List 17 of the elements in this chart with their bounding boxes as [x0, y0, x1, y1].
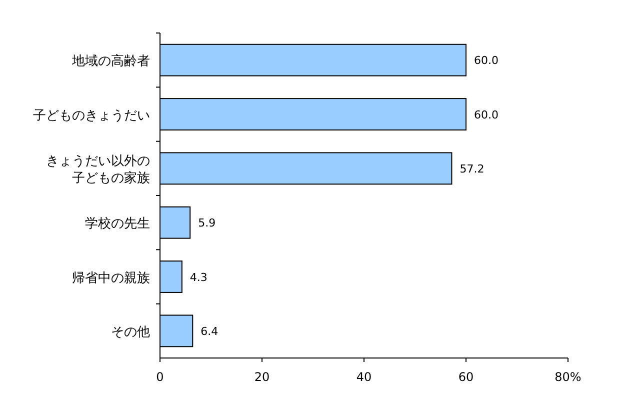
x-tick-label: 60	[458, 370, 474, 384]
y-tick-label: 学校の先生	[85, 216, 150, 232]
y-tick-label: 子どものきょうだい	[33, 108, 150, 124]
data-label: 6.4	[200, 324, 218, 338]
y-tick-label: その他	[111, 324, 150, 340]
y-tick-label: 地域の高齢者	[71, 53, 150, 70]
data-label: 60.0	[474, 54, 498, 68]
data-label: 4.3	[190, 270, 208, 284]
data-label: 60.0	[474, 108, 498, 122]
x-tick-label: 80%	[554, 370, 582, 384]
y-tick-label: 帰省中の親族	[72, 270, 150, 286]
x-tick-label: 20	[254, 370, 270, 384]
data-label: 57.2	[460, 162, 484, 176]
data-label: 5.9	[198, 216, 216, 230]
y-tick-label: きょうだい以外の子どもの家族	[46, 154, 150, 186]
x-tick-label: 40	[356, 370, 372, 384]
x-tick-label: 0	[156, 370, 164, 384]
